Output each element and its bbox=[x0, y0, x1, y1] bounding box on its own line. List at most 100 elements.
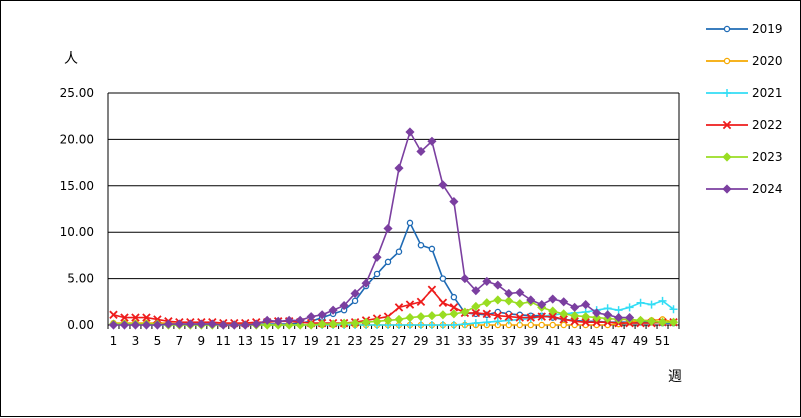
series-line-2023 bbox=[113, 299, 674, 326]
series-line-2019 bbox=[113, 220, 674, 325]
data-point bbox=[438, 310, 448, 320]
x-tick-label: 45 bbox=[589, 334, 604, 348]
data-point bbox=[262, 315, 272, 325]
data-point bbox=[394, 303, 404, 312]
x-tick-label: 37 bbox=[501, 334, 516, 348]
x-tick-label: 21 bbox=[325, 334, 340, 348]
data-point bbox=[570, 317, 579, 326]
data-point bbox=[471, 308, 481, 318]
data-point bbox=[317, 319, 327, 329]
data-point bbox=[560, 321, 567, 329]
data-point bbox=[394, 163, 404, 173]
data-point bbox=[295, 320, 305, 330]
x-tick-label: 43 bbox=[567, 334, 582, 348]
legend-label: 2023 bbox=[752, 150, 783, 164]
data-point bbox=[229, 320, 239, 330]
data-point bbox=[526, 295, 536, 305]
data-point bbox=[218, 320, 228, 330]
data-point bbox=[428, 245, 436, 253]
data-point bbox=[120, 313, 129, 322]
x-tick-label: 1 bbox=[110, 334, 118, 348]
x-tick-label: 35 bbox=[479, 334, 494, 348]
x-tick-label: 7 bbox=[176, 334, 184, 348]
series-lines bbox=[108, 127, 679, 330]
data-point bbox=[471, 319, 480, 328]
data-point bbox=[295, 315, 305, 325]
data-point bbox=[152, 320, 162, 330]
x-tick-label: 29 bbox=[413, 334, 428, 348]
data-point bbox=[460, 274, 470, 284]
legend-item-2024: 2024 bbox=[706, 182, 783, 196]
data-point bbox=[361, 278, 371, 288]
data-point bbox=[262, 320, 272, 330]
data-point bbox=[669, 305, 678, 314]
data-point bbox=[438, 298, 448, 307]
data-point bbox=[548, 294, 558, 304]
y-tick-label: 15.00 bbox=[60, 179, 94, 193]
data-point bbox=[284, 320, 294, 330]
data-point bbox=[328, 319, 338, 329]
data-point bbox=[549, 321, 556, 329]
data-point bbox=[471, 286, 481, 296]
legend-item-2020: 2020 bbox=[706, 54, 783, 68]
data-point bbox=[153, 315, 162, 324]
data-point bbox=[449, 309, 459, 319]
data-point bbox=[273, 316, 283, 326]
legend-marker bbox=[723, 89, 731, 97]
y-tick-label: 10.00 bbox=[60, 225, 94, 239]
legend-item-2023: 2023 bbox=[706, 150, 783, 164]
legend-label: 2022 bbox=[752, 118, 783, 132]
data-point bbox=[482, 276, 492, 286]
data-point bbox=[306, 312, 316, 322]
x-tick-label: 23 bbox=[347, 334, 362, 348]
x-tick-label: 39 bbox=[523, 334, 538, 348]
data-point bbox=[406, 219, 414, 227]
data-point bbox=[658, 296, 667, 305]
data-point bbox=[240, 320, 250, 330]
legend-marker bbox=[723, 57, 731, 65]
x-tick-label: 31 bbox=[435, 334, 450, 348]
data-point bbox=[328, 305, 338, 315]
data-point bbox=[449, 303, 459, 312]
data-point bbox=[339, 318, 349, 328]
data-point bbox=[405, 300, 415, 309]
x-axis-title: 週 bbox=[668, 369, 682, 385]
data-point bbox=[625, 303, 634, 312]
x-tick-label: 17 bbox=[282, 334, 297, 348]
data-point bbox=[471, 301, 481, 312]
legend-label: 2020 bbox=[752, 54, 783, 68]
data-point bbox=[449, 321, 458, 329]
data-point bbox=[350, 318, 360, 328]
legend-label: 2021 bbox=[752, 86, 783, 100]
data-point bbox=[174, 319, 184, 329]
data-point bbox=[537, 300, 547, 310]
data-point bbox=[405, 313, 415, 323]
legend-marker bbox=[722, 120, 732, 130]
data-point bbox=[416, 146, 426, 157]
data-point bbox=[668, 317, 679, 327]
data-point bbox=[527, 321, 535, 329]
x-tick-label: 33 bbox=[457, 334, 472, 348]
y-tick-labels: 0.00 5.00 10.00 15.00 20.00 25.00 bbox=[60, 86, 94, 332]
legend-item-2022: 2022 bbox=[706, 118, 783, 132]
data-point bbox=[614, 306, 623, 315]
data-point bbox=[482, 318, 491, 327]
data-point bbox=[646, 316, 657, 326]
data-point bbox=[460, 307, 470, 317]
data-point bbox=[592, 308, 602, 318]
x-tick-label: 3 bbox=[132, 334, 140, 348]
x-tick-label: 27 bbox=[391, 334, 406, 348]
data-point bbox=[439, 275, 447, 282]
x-tick-label: 11 bbox=[216, 334, 231, 348]
data-point bbox=[493, 295, 503, 305]
data-point bbox=[405, 127, 415, 137]
data-point bbox=[141, 320, 151, 330]
x-tick-label: 5 bbox=[154, 334, 162, 348]
data-point bbox=[417, 241, 425, 249]
data-point bbox=[185, 319, 195, 329]
data-point bbox=[460, 320, 469, 329]
data-point bbox=[515, 287, 525, 298]
data-point bbox=[493, 317, 502, 326]
x-tick-label: 25 bbox=[369, 334, 384, 348]
data-point bbox=[592, 317, 601, 327]
